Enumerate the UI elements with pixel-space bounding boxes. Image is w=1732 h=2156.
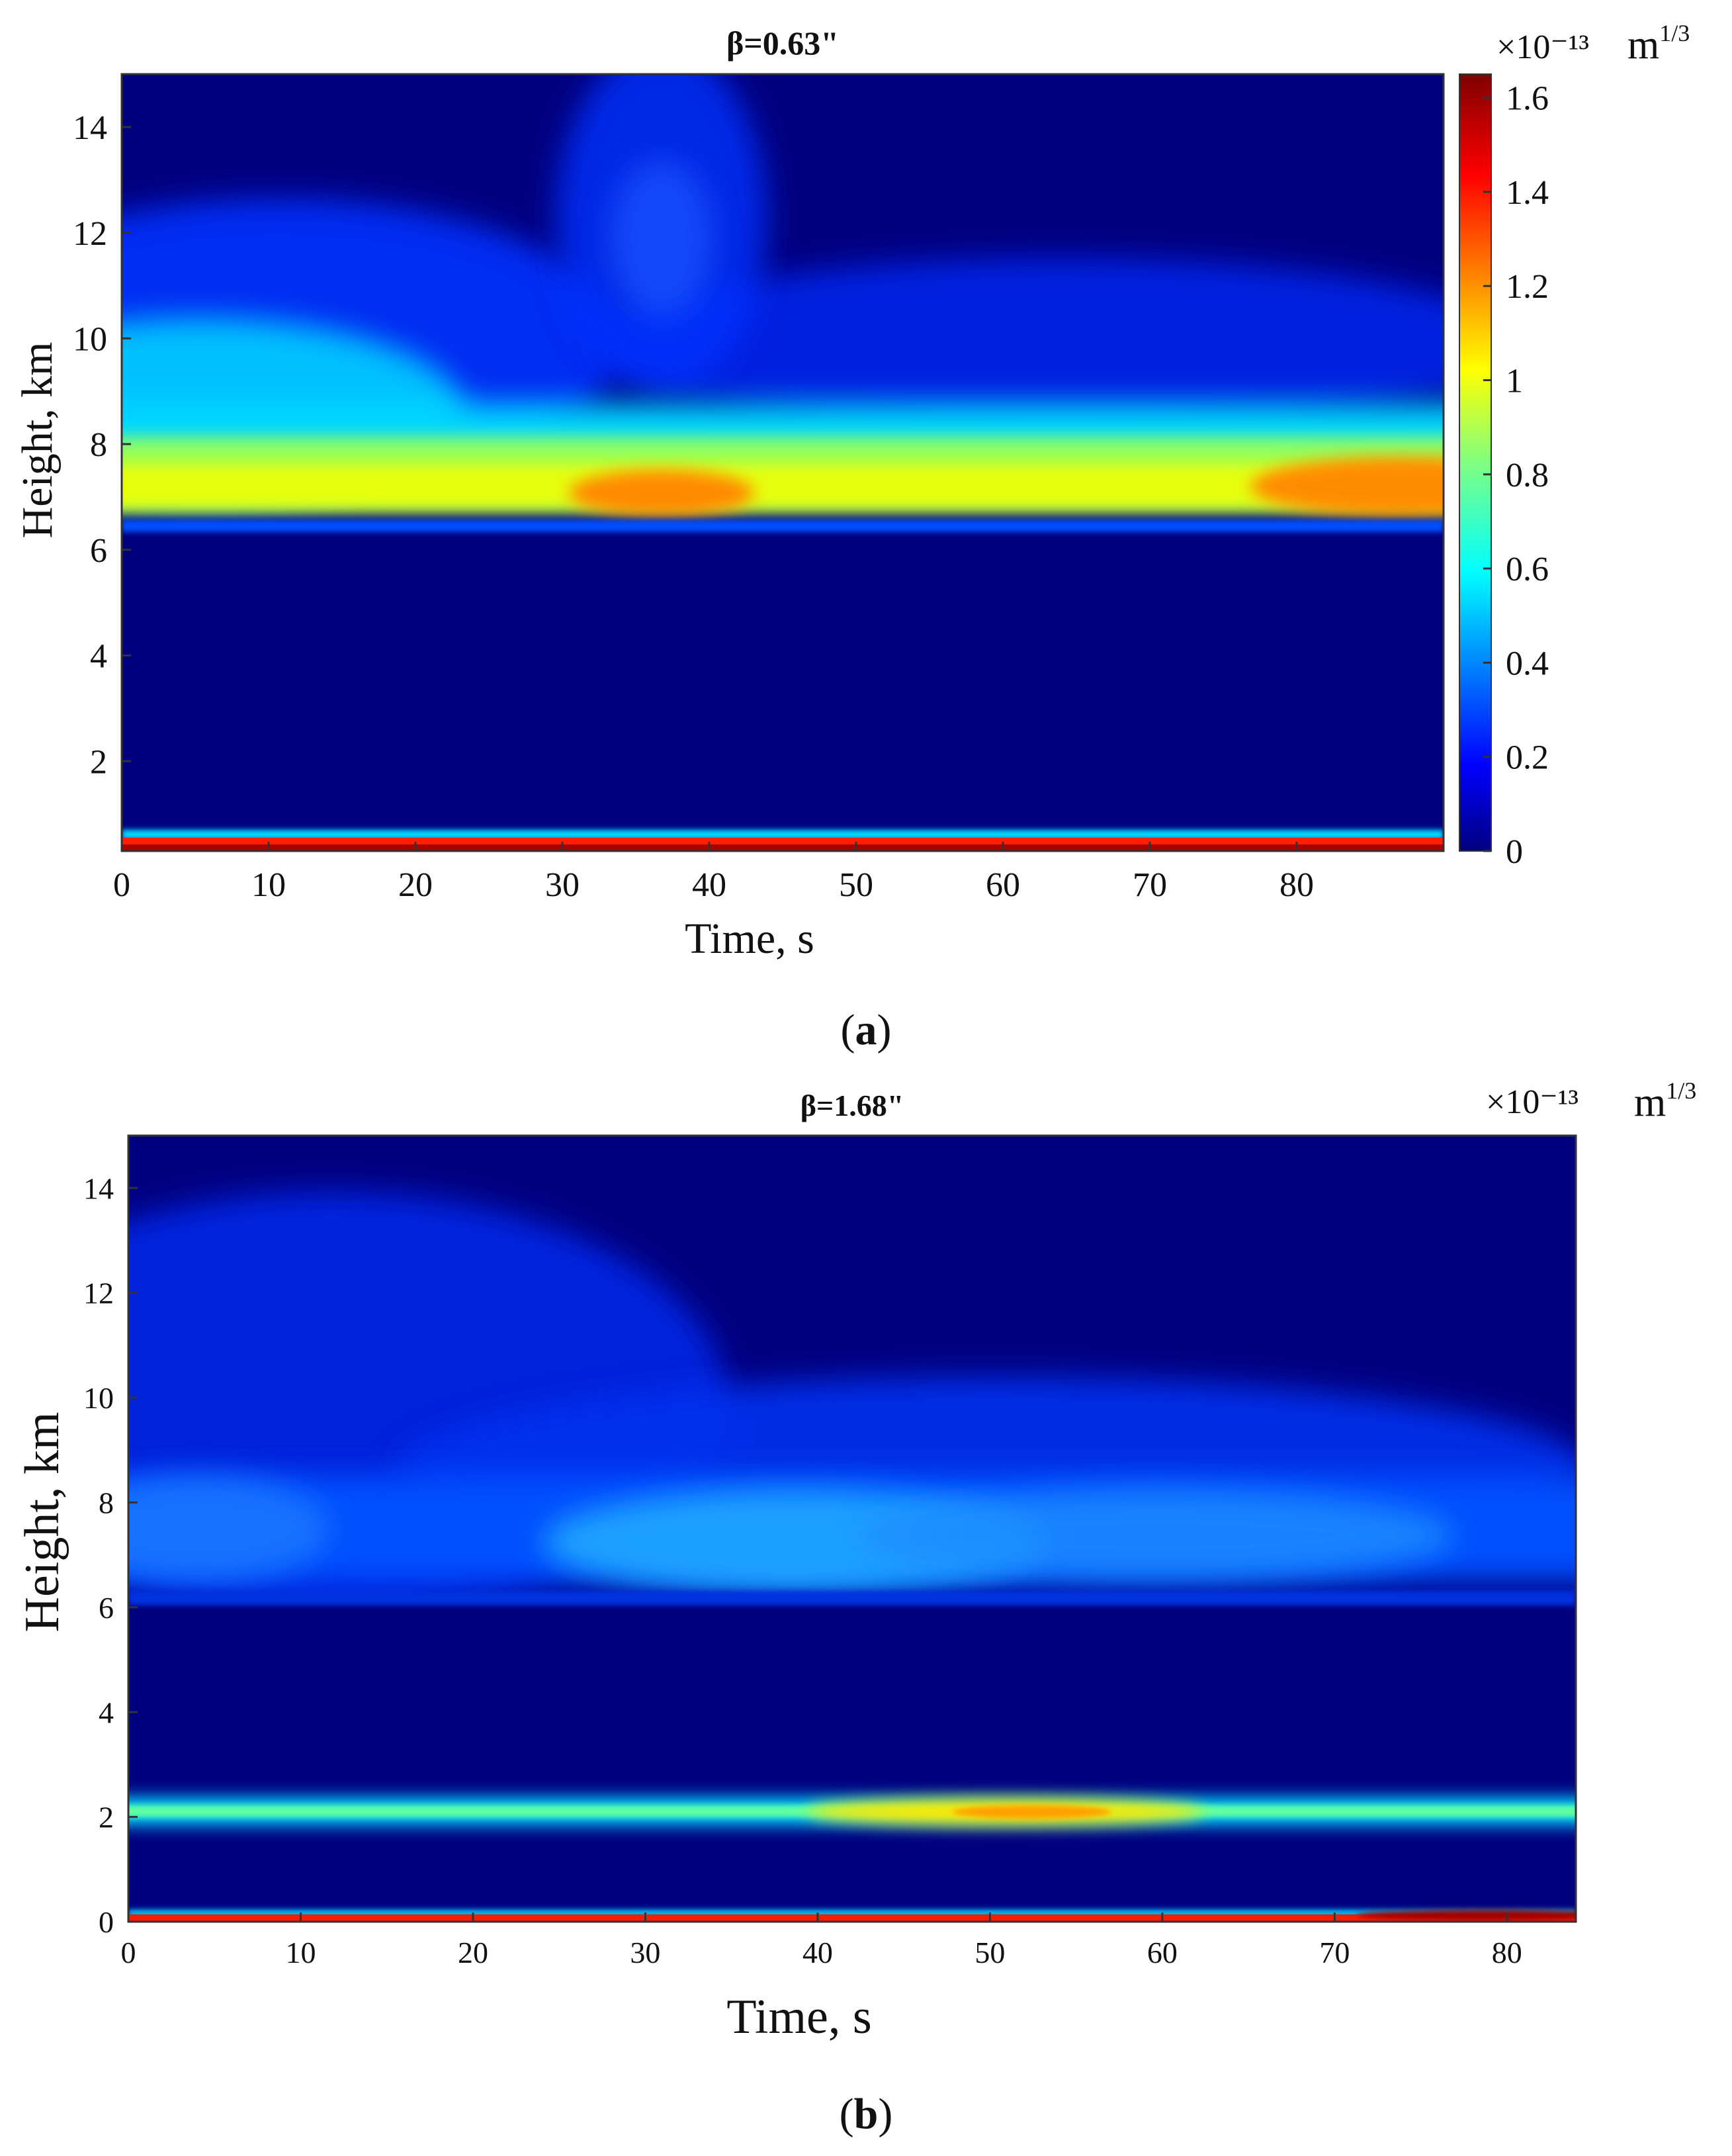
- panel-a-colorbar-multiplier: ×10⁻¹³: [1496, 28, 1589, 66]
- panel-b-title: β=1.68": [801, 1089, 904, 1122]
- panel-a-colorbar-tick-label: 1.6: [1506, 80, 1549, 118]
- panel-a-x-tick-label: 10: [251, 866, 286, 904]
- panel-a-hotspot-88s: [1250, 457, 1444, 516]
- panel-a-x-tick-label: 0: [113, 866, 130, 904]
- panel-a-label: (a): [841, 1006, 892, 1054]
- panel-a-colorbar-tick-label: 0.2: [1506, 739, 1549, 777]
- panel-a-colorbar-tick-label: 0.8: [1506, 457, 1549, 494]
- panel-a: β=0.63" 0 10 20 30 40 50 60 70 80: [13, 20, 1690, 1054]
- panel-b: β=1.68" 0 10 20 30 40 50 60 70 80 0 2 4 6 8 10 12: [15, 1077, 1696, 2138]
- panel-a-x-label: Time, s: [685, 915, 814, 963]
- panel-a-title: β=0.63": [726, 24, 839, 62]
- panel-a-x-ticks: 0 10 20 30 40 50 60 70 80: [113, 842, 1314, 904]
- panel-a-x-tick-label: 50: [839, 866, 873, 904]
- panel-a-y-tick-label: 8: [90, 426, 107, 464]
- panel-b-x-tick-label: 20: [458, 1936, 488, 1969]
- panel-b-y-label: Height, km: [15, 1412, 69, 1633]
- panel-b-heatmap: [128, 1136, 1576, 1922]
- panel-a-colorbar-tick-label: 0.4: [1506, 645, 1549, 682]
- panel-a-hotspot-37s: [569, 470, 754, 516]
- panel-b-y-tick-label: 14: [83, 1171, 114, 1205]
- panel-a-colorbar-tick-label: 1: [1506, 362, 1523, 400]
- panel-a-axes-frame: [120, 73, 1445, 852]
- panel-a-heatmap: [122, 74, 1444, 851]
- panel-b-y-tick-label: 8: [99, 1486, 114, 1520]
- panel-a-y-ticks: 2 4 6 8 10 12 14: [73, 109, 131, 781]
- panel-a-y-tick-label: 2: [90, 743, 107, 781]
- panel-a-colorbar-tick-label: 0: [1506, 833, 1523, 871]
- panel-a-y-label: Height, km: [13, 342, 62, 539]
- panel-a-colorbar-unit: m1/3: [1627, 20, 1690, 67]
- panel-a-y-tick-label: 4: [90, 638, 107, 676]
- panel-b-y-tick-label: 4: [99, 1695, 114, 1729]
- panel-a-x-tick-label: 70: [1133, 866, 1167, 904]
- panel-a-y-tick-label: 10: [73, 321, 107, 359]
- panel-b-x-tick-label: 30: [630, 1936, 660, 1969]
- panel-a-colorbar-tick-label: 0.6: [1506, 551, 1549, 588]
- panel-a-colorbar: [1459, 73, 1492, 852]
- panel-a-x-tick-label: 60: [986, 866, 1020, 904]
- panel-b-colorbar-multiplier: ×10⁻¹³: [1486, 1083, 1579, 1121]
- panel-a-x-tick-label: 20: [398, 866, 433, 904]
- panel-b-label: (b): [840, 2090, 893, 2138]
- panel-a-y-tick-label: 6: [90, 532, 107, 570]
- panel-a-x-tick-label: 40: [692, 866, 726, 904]
- panel-b-y-ticks: 0 2 4 6 8 10 12 14: [83, 1171, 138, 1939]
- panel-b-x-label: Time, s: [726, 1990, 871, 2044]
- panel-b-y-tick-label: 10: [83, 1381, 114, 1415]
- panel-b-x-tick-label: 40: [802, 1936, 833, 1969]
- panel-a-colorbar-tick-label: 1.2: [1506, 268, 1549, 306]
- panel-b-y-tick-label: 0: [99, 1905, 114, 1939]
- panel-a-colorbar-ticks: 0 0.2 0.4 0.6 0.8 1 1.2 1.4 1.6: [1483, 80, 1549, 871]
- panel-b-y-tick-label: 6: [99, 1591, 114, 1625]
- panel-a-y-tick-label: 12: [73, 215, 107, 253]
- panel-b-y-tick-label: 2: [99, 1801, 114, 1834]
- panel-b-x-tick-label: 70: [1319, 1936, 1350, 1969]
- panel-b-x-tick-label: 10: [285, 1936, 316, 1969]
- panel-a-colorbar-tick-label: 1.4: [1506, 174, 1549, 212]
- panel-b-x-tick-label: 0: [121, 1936, 136, 1969]
- panel-a-x-tick-label: 80: [1279, 866, 1314, 904]
- panel-a-y-tick-label: 14: [73, 109, 107, 147]
- panel-b-x-tick-label: 60: [1147, 1936, 1178, 1969]
- panel-b-axes-frame: [127, 1134, 1577, 1923]
- panel-b-x-tick-label: 80: [1492, 1936, 1522, 1969]
- panel-b-x-ticks: 0 10 20 30 40 50 60 70 80: [121, 1912, 1522, 1969]
- panel-a-x-tick-label: 30: [545, 866, 580, 904]
- panel-b-y-tick-label: 12: [83, 1277, 114, 1310]
- panel-b-x-tick-label: 50: [974, 1936, 1005, 1969]
- panel-b-colorbar-unit: m1/3: [1634, 1077, 1696, 1125]
